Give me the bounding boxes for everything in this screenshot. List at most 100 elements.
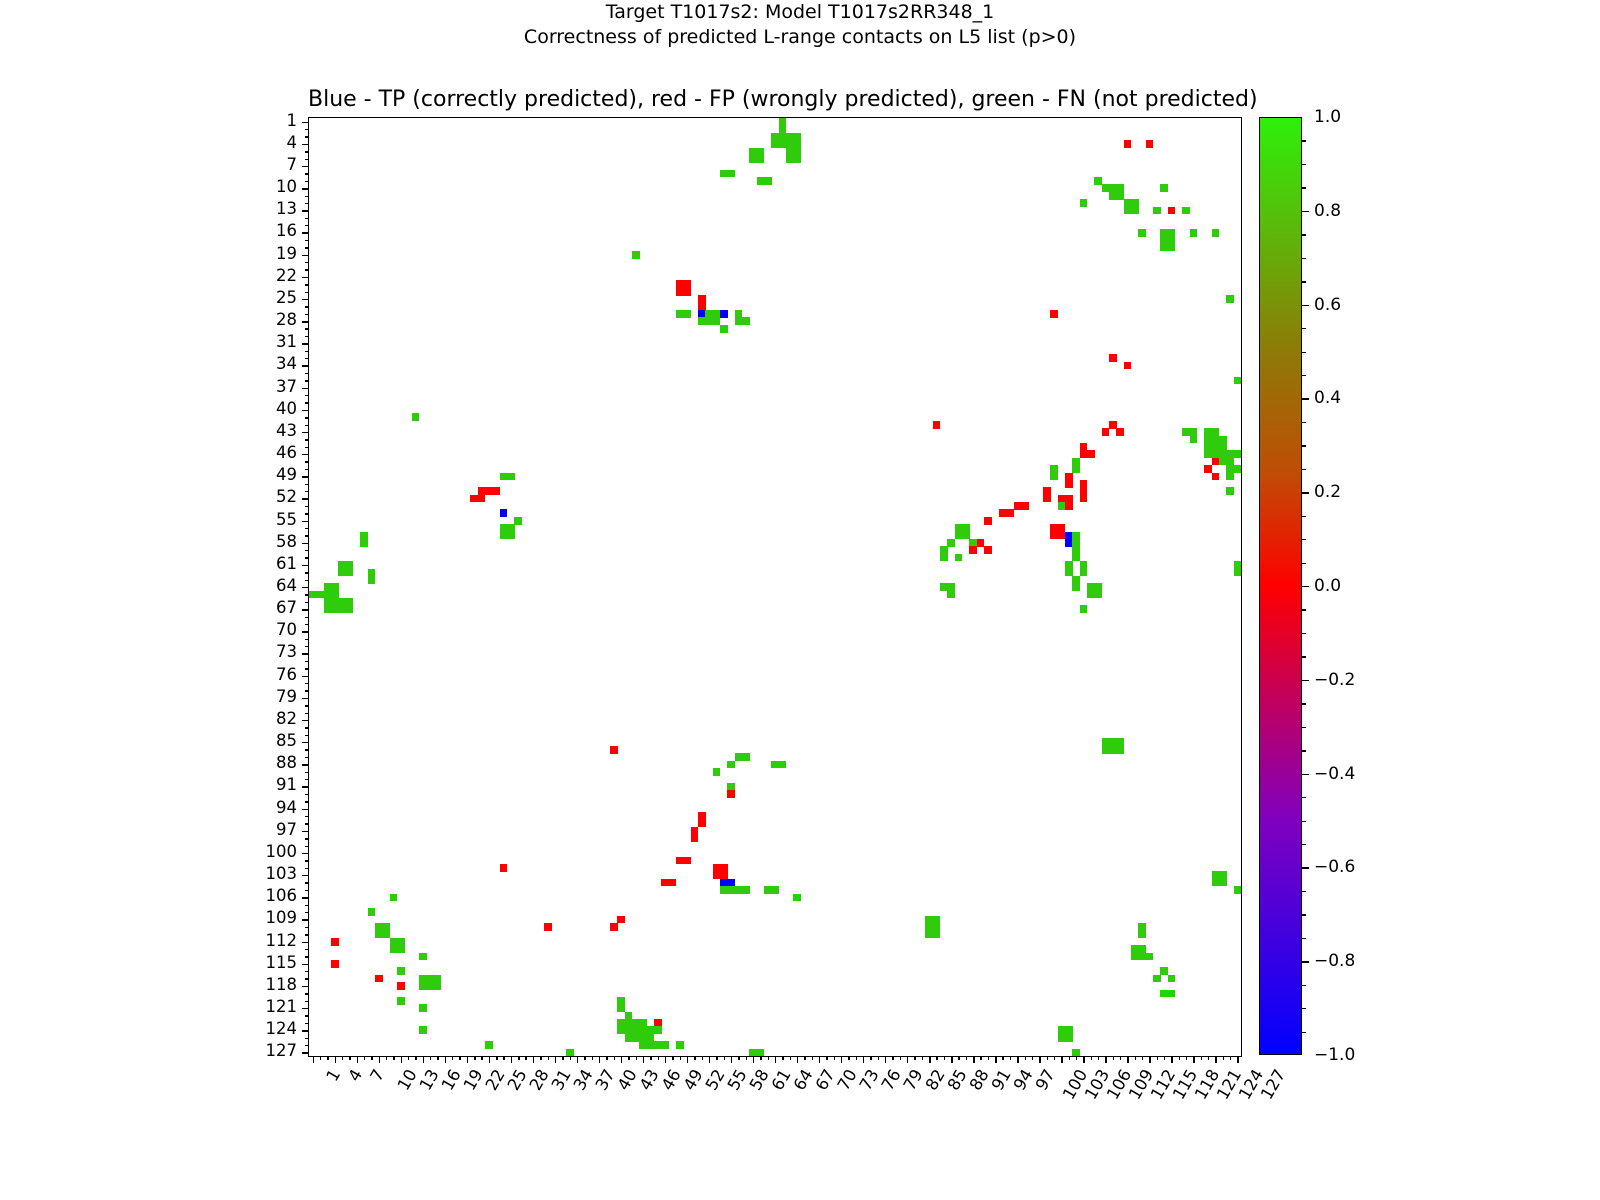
y-tick-minor xyxy=(305,705,309,707)
contact-cell-fn xyxy=(793,140,802,148)
y-tick-label: 43 xyxy=(276,420,297,440)
contact-cell-fn xyxy=(499,472,508,481)
contact-cell-fn xyxy=(375,923,383,931)
y-tick-minor xyxy=(305,971,309,973)
contact-cell-fn xyxy=(345,605,354,614)
colorbar-tick xyxy=(1302,210,1309,213)
colorbar[interactable]: −1.0 −0.8 −0.6 −0.4 −0.2 0.0 0.2 0.4 0.6 0.8 1.0 xyxy=(1259,109,1355,1064)
y-tick-label: 55 xyxy=(276,509,297,529)
contact-cell-fn xyxy=(727,760,735,769)
y-tick-minor xyxy=(305,683,309,685)
contact-cell-fn xyxy=(1116,738,1124,747)
contact-cell-fp xyxy=(984,546,992,555)
x-tick-minor xyxy=(342,1056,344,1060)
x-tick-major xyxy=(1171,1056,1173,1063)
y-tick-label: 4 xyxy=(286,132,298,152)
contact-cell-fn xyxy=(734,753,743,761)
x-tick-minor xyxy=(657,1056,659,1060)
y-tick-label: 97 xyxy=(276,819,297,839)
colorbar-tick-minor xyxy=(1302,843,1306,846)
colorbar-tick-label: 0.0 xyxy=(1314,576,1342,596)
y-tick-minor xyxy=(305,225,309,227)
y-tick-major xyxy=(302,298,309,301)
x-tick-major xyxy=(863,1056,865,1063)
contact-cell-fn xyxy=(954,531,963,540)
contact-cell-fp xyxy=(1101,428,1110,436)
contact-cell-fn xyxy=(1108,738,1117,747)
contact-cell-fp xyxy=(477,494,486,503)
contact-cell-fn xyxy=(932,930,941,939)
y-tick-major xyxy=(302,963,309,966)
contact-cell-fp xyxy=(543,923,552,931)
contact-cell-fn xyxy=(1233,568,1241,577)
y-tick-major xyxy=(302,742,309,744)
y-tick-minor xyxy=(305,173,309,175)
contact-cell-fn xyxy=(323,583,332,592)
x-tick-minor xyxy=(987,1056,990,1060)
contact-cell-fn xyxy=(419,1026,427,1035)
contact-cell-fn xyxy=(1138,930,1146,939)
y-tick-minor xyxy=(305,926,309,929)
contact-cell-fn xyxy=(1204,442,1212,451)
contact-cell-fn xyxy=(1233,376,1241,385)
contact-cell-fn xyxy=(763,886,772,894)
contact-cell-fp xyxy=(1050,531,1058,540)
x-tick-minor xyxy=(349,1056,351,1060)
contact-cell-fn xyxy=(793,893,802,902)
x-tick-major xyxy=(951,1056,953,1063)
contact-cell-fp xyxy=(683,856,691,865)
y-tick-minor xyxy=(305,838,309,840)
x-tick-major xyxy=(973,1056,975,1063)
y-tick-minor xyxy=(305,749,309,751)
y-tick-minor xyxy=(305,934,309,936)
contact-cell-fn xyxy=(763,177,772,185)
y-tick-label: 115 xyxy=(265,952,298,972)
colorbar-tick-minor xyxy=(1302,703,1306,705)
contact-cell-fp xyxy=(661,878,669,887)
contact-cell-fn xyxy=(786,147,794,156)
y-tick-minor xyxy=(305,328,309,330)
y-tick-major xyxy=(302,697,309,700)
contact-cell-fn xyxy=(367,575,376,584)
contact-cell-fn xyxy=(507,531,515,540)
contact-cell-tp xyxy=(499,509,508,518)
y-tick-major xyxy=(302,166,309,168)
contact-cell-fn xyxy=(741,317,750,326)
x-tick-minor xyxy=(606,1056,608,1060)
contact-cell-fn xyxy=(367,908,376,917)
x-tick-minor xyxy=(694,1056,696,1060)
contact-cell-fn xyxy=(1218,450,1227,459)
contact-cell-fp xyxy=(1057,531,1066,540)
contact-cell-fn xyxy=(727,169,735,178)
contact-cell-fp xyxy=(470,494,479,503)
x-tick-major xyxy=(400,1056,403,1063)
x-tick-major xyxy=(1083,1056,1085,1063)
contact-cell-fn xyxy=(771,760,780,769)
contact-cell-fn xyxy=(1182,206,1190,215)
contact-cell-fp xyxy=(683,287,691,296)
y-tick-major xyxy=(302,365,309,367)
contact-cell-fn xyxy=(954,553,963,562)
y-tick-minor xyxy=(305,779,309,781)
colorbar-tick-label: 0.8 xyxy=(1314,200,1342,221)
x-tick-label: 25 xyxy=(503,1066,531,1094)
y-tick-minor xyxy=(305,247,309,249)
y-tick-label: 127 xyxy=(265,1041,298,1061)
y-tick-major xyxy=(302,387,309,389)
y-tick-label: 82 xyxy=(276,708,297,728)
y-tick-major xyxy=(302,431,309,434)
contact-cell-fn xyxy=(367,568,376,577)
x-tick-minor xyxy=(892,1056,894,1060)
contact-cell-fn xyxy=(617,1019,625,1027)
contact-cell-fp xyxy=(1042,487,1051,496)
contact-cell-fp xyxy=(609,923,618,931)
contact-cell-fp xyxy=(719,863,728,872)
contact-cell-fn xyxy=(397,945,405,953)
contact-cell-fn xyxy=(1211,871,1220,880)
contact-matrix xyxy=(309,118,1241,1056)
x-tick-minor xyxy=(540,1056,542,1060)
contact-cell-fn xyxy=(719,324,728,333)
contact-map-plot-area[interactable] xyxy=(302,117,1242,1063)
colorbar-tick-minor xyxy=(1302,187,1306,189)
colorbar-tick-label: −0.2 xyxy=(1314,669,1356,690)
